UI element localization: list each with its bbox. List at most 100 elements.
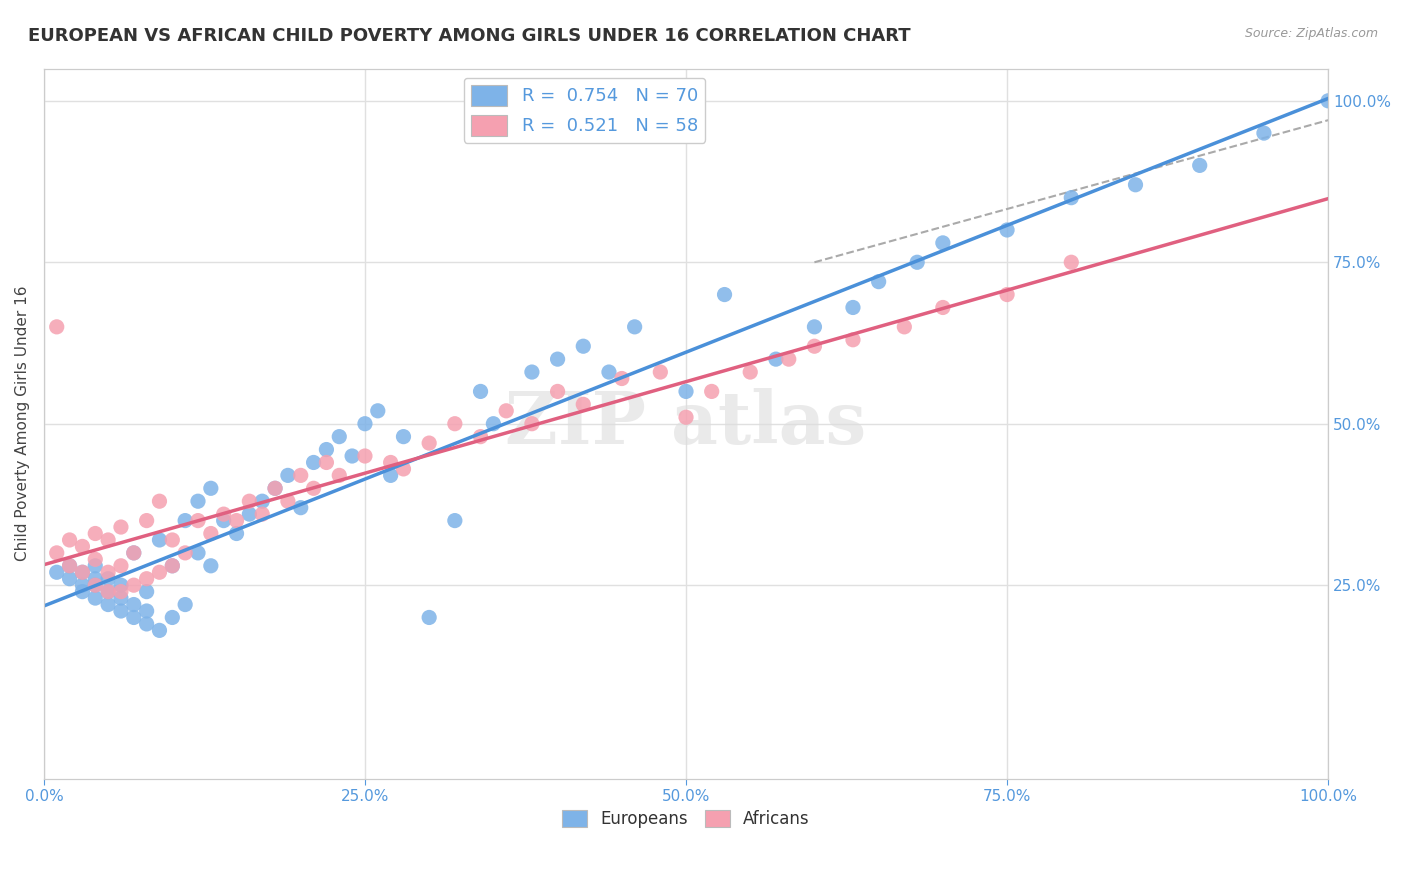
Point [290,500,312,515]
Point [470,384,492,399]
Point [97,598,120,612]
Point [122,546,145,560]
Point [97,533,120,547]
Point [110,604,132,618]
Point [162,558,184,573]
Point [392,430,415,444]
Point [470,430,492,444]
Point [225,526,247,541]
Point [547,384,569,399]
Text: Source: ZipAtlas.com: Source: ZipAtlas.com [1244,27,1378,40]
Point [58,572,80,586]
Point [162,610,184,624]
Point [444,417,467,431]
Point [148,624,170,638]
Point [58,533,80,547]
Point [250,494,273,508]
Point [174,598,197,612]
Point [58,558,80,573]
Point [572,339,595,353]
Point [200,526,222,541]
Point [444,514,467,528]
Point [122,578,145,592]
Point [520,365,543,379]
Point [72,584,94,599]
Point [932,301,955,315]
Point [572,397,595,411]
Point [277,494,299,508]
Point [765,352,787,367]
Point [740,365,762,379]
Point [97,572,120,586]
Point [354,449,377,463]
Point [418,610,440,624]
Point [72,540,94,554]
Point [84,591,107,606]
Point [84,558,107,573]
Point [122,610,145,624]
Point [547,352,569,367]
Point [174,514,197,528]
Point [187,494,209,508]
Point [45,546,67,560]
Point [72,566,94,580]
Point [238,507,260,521]
Point [148,566,170,580]
Point [122,598,145,612]
Point [135,572,157,586]
Text: ZIP atlas: ZIP atlas [505,388,866,459]
Point [354,417,377,431]
Point [675,384,697,399]
Point [212,514,235,528]
Point [97,566,120,580]
Point [495,404,517,418]
Point [84,526,107,541]
Point [72,566,94,580]
Point [72,578,94,592]
Point [598,365,620,379]
Point [290,468,312,483]
Point [315,455,337,469]
Point [162,533,184,547]
Point [238,494,260,508]
Point [110,520,132,534]
Point [905,255,928,269]
Point [45,566,67,580]
Point [135,616,157,631]
Point [1188,158,1211,172]
Point [122,546,145,560]
Legend: Europeans, Africans: Europeans, Africans [555,803,817,835]
Point [778,352,800,367]
Point [803,339,825,353]
Point [162,558,184,573]
Point [520,417,543,431]
Point [482,417,505,431]
Point [1253,126,1275,140]
Point [200,558,222,573]
Point [110,584,132,599]
Point [264,481,287,495]
Point [1125,178,1147,192]
Point [380,455,402,469]
Point [148,533,170,547]
Point [392,462,415,476]
Point [97,584,120,599]
Point [58,558,80,573]
Point [1060,191,1083,205]
Point [842,333,865,347]
Point [148,494,170,508]
Point [302,455,325,469]
Point [340,449,363,463]
Point [135,514,157,528]
Point [315,442,337,457]
Point [187,546,209,560]
Point [187,514,209,528]
Point [110,558,132,573]
Point [610,371,633,385]
Point [675,410,697,425]
Point [302,481,325,495]
Point [45,319,67,334]
Point [328,468,350,483]
Point [84,578,107,592]
Text: EUROPEAN VS AFRICAN CHILD POVERTY AMONG GIRLS UNDER 16 CORRELATION CHART: EUROPEAN VS AFRICAN CHILD POVERTY AMONG … [28,27,911,45]
